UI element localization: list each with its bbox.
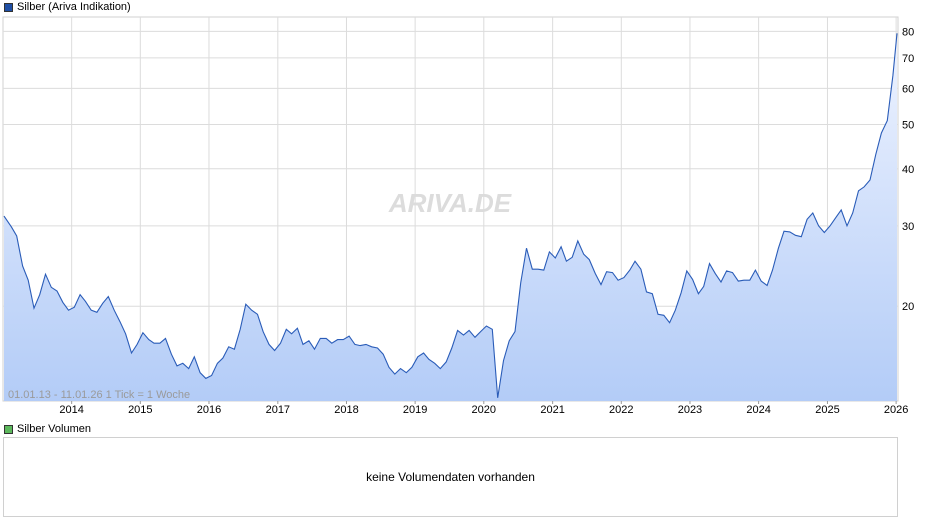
x-tick-label: 2024 <box>746 404 770 416</box>
y-tick-label: 20 <box>902 301 914 313</box>
x-tick-label: 2017 <box>266 404 290 416</box>
y-tick-label: 70 <box>902 53 914 65</box>
x-tick-label: 2026 <box>884 404 908 416</box>
x-tick-label: 2021 <box>540 404 564 416</box>
x-tick-label: 2022 <box>609 404 633 416</box>
no-volume-message: keine Volumendaten vorhanden <box>366 470 535 484</box>
x-tick-label: 2014 <box>59 404 83 416</box>
price-legend: Silber (Ariva Indikation) <box>4 1 131 13</box>
x-tick-label: 2016 <box>197 404 221 416</box>
y-tick-label: 40 <box>902 164 914 176</box>
volume-legend: Silber Volumen <box>4 423 91 435</box>
y-tick-label: 80 <box>902 26 914 38</box>
x-tick-label: 2018 <box>334 404 358 416</box>
x-tick-label: 2023 <box>678 404 702 416</box>
volume-legend-label: Silber Volumen <box>17 423 91 435</box>
range-info: 01.01.13 - 11.01.26 1 Tick = 1 Woche <box>8 389 191 401</box>
x-tick-label: 2025 <box>815 404 839 416</box>
x-tick-label: 2019 <box>403 404 427 416</box>
y-tick-label: 50 <box>902 120 914 132</box>
price-series-line <box>3 33 898 398</box>
price-area-fill <box>4 33 897 402</box>
price-legend-label: Silber (Ariva Indikation) <box>17 1 131 13</box>
x-tick-label: 2015 <box>128 404 152 416</box>
y-tick-label: 30 <box>902 221 914 233</box>
ariva-watermark: ARIVA.DE <box>388 188 512 218</box>
y-tick-label: 60 <box>902 83 914 95</box>
volume-panel: keine Volumendaten vorhanden <box>3 437 898 517</box>
volume-legend-swatch <box>4 424 13 434</box>
x-tick-label: 2020 <box>472 404 496 416</box>
price-chart: ARIVA.DE 2014 2015 2016 2017 2018 2019 2020 202… <box>2 16 914 416</box>
price-legend-swatch <box>4 2 13 12</box>
